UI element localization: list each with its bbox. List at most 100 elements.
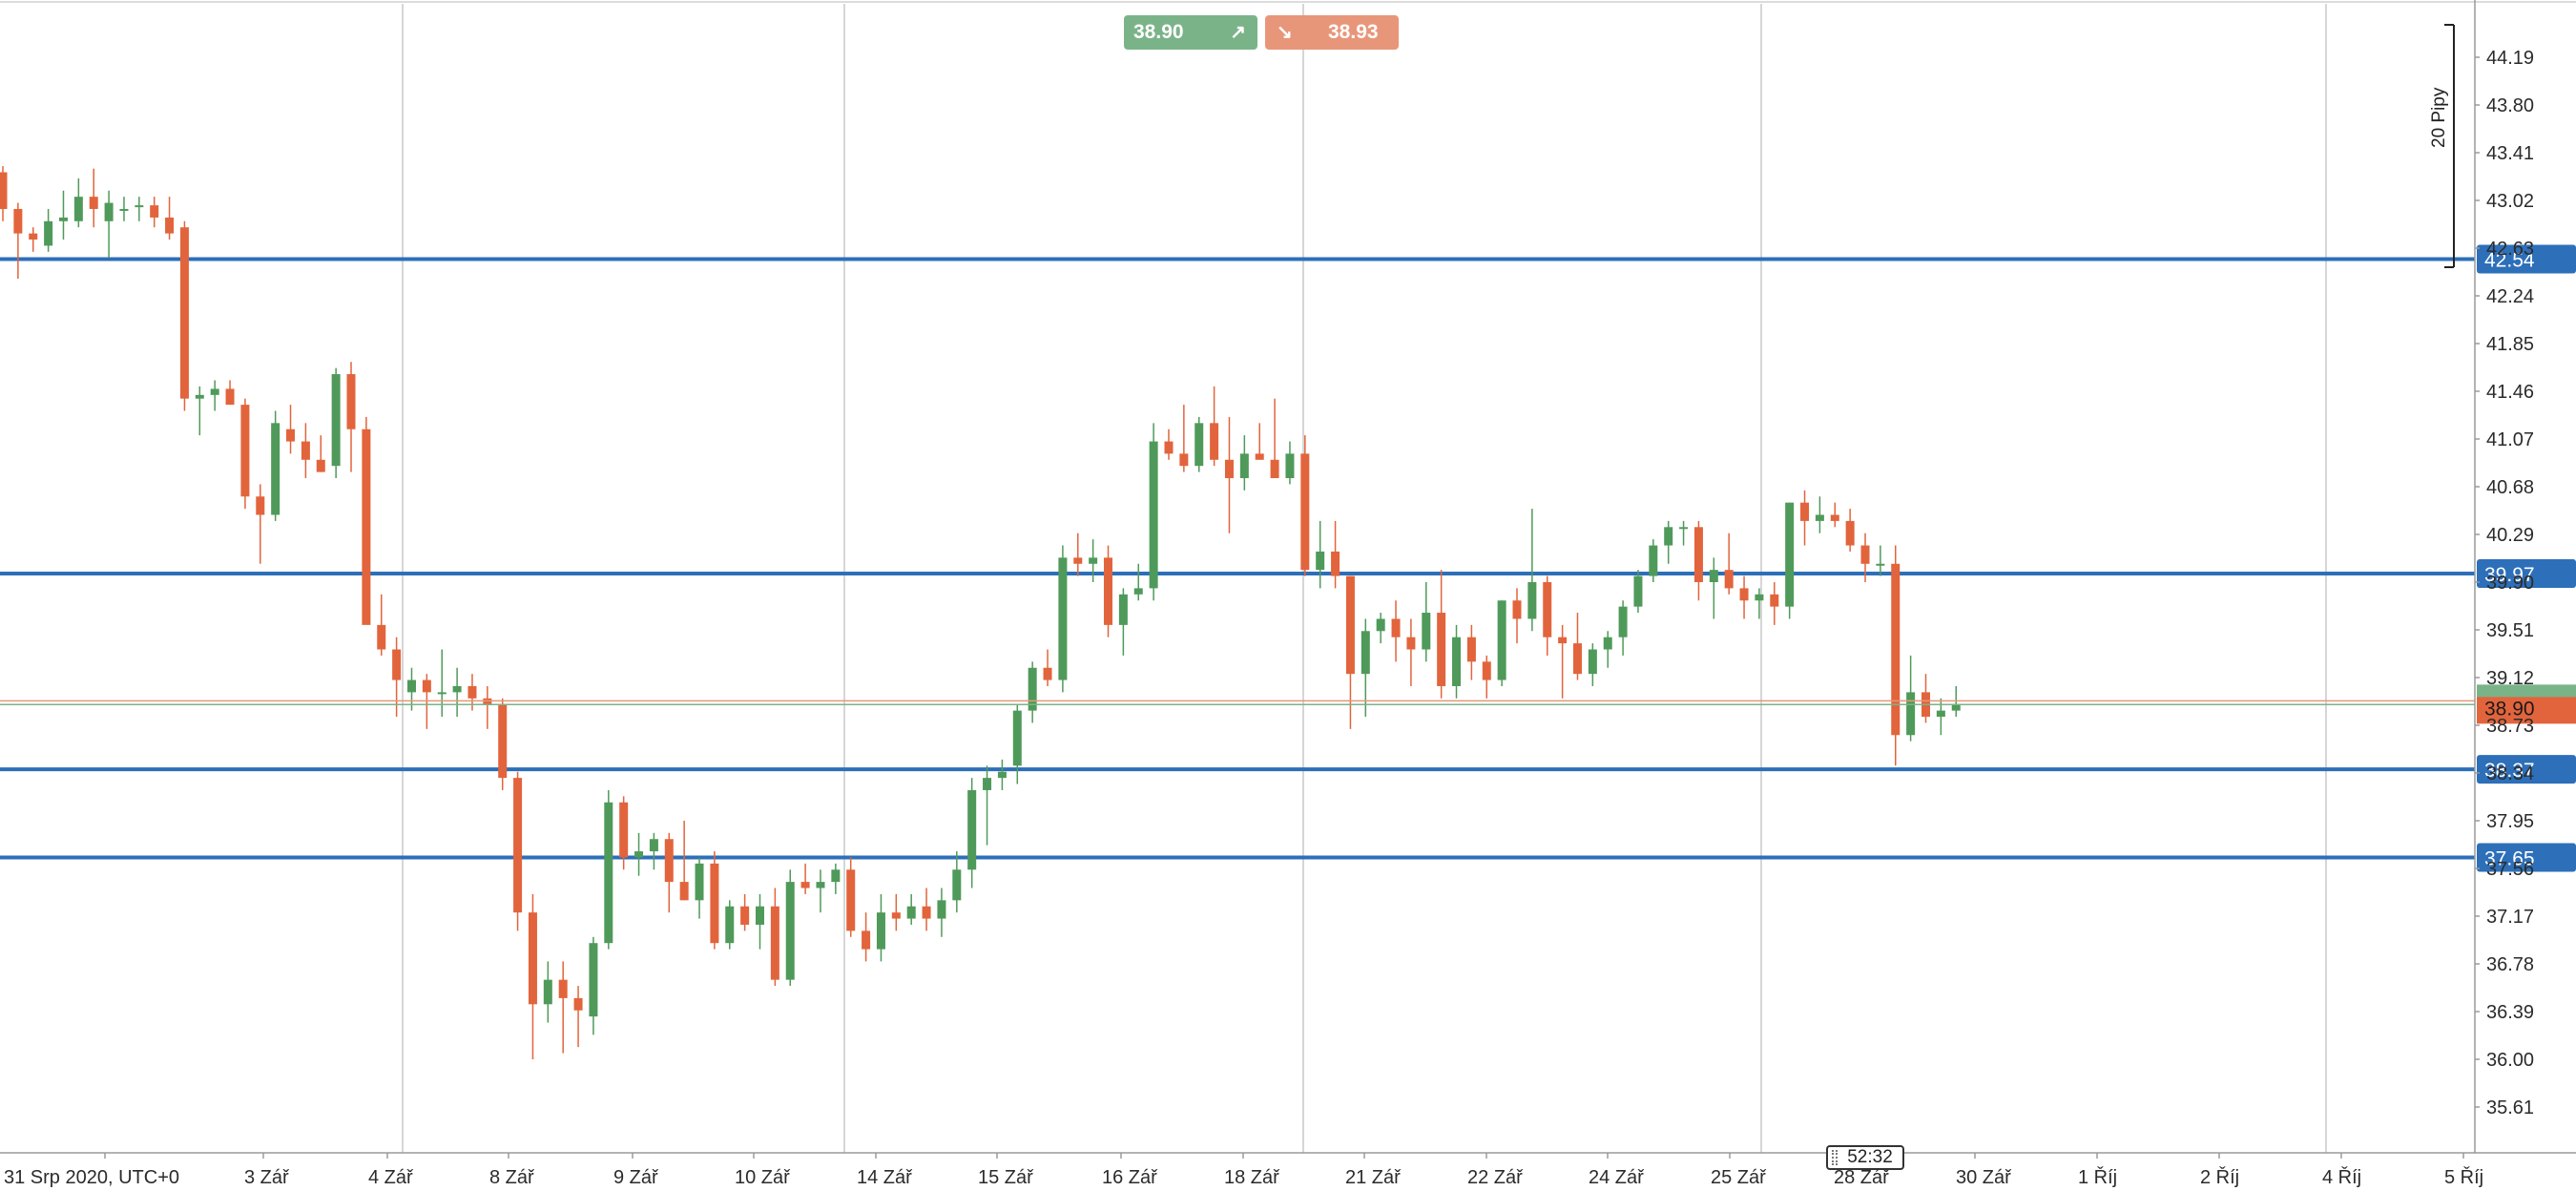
- candle-body: [1679, 527, 1689, 530]
- candle: [362, 416, 371, 625]
- candle-body: [437, 692, 447, 695]
- price-tick-label: 40.29: [2486, 525, 2534, 546]
- candle-body: [29, 233, 38, 240]
- candle: [1724, 533, 1734, 595]
- time-tick-label: 14 Zář: [857, 1167, 913, 1188]
- candle-body: [1058, 557, 1068, 680]
- ask-quote-button[interactable]: ↘ 38.93: [1265, 15, 1399, 50]
- candle-body: [997, 771, 1007, 779]
- candle: [29, 227, 38, 252]
- candle-body: [1255, 453, 1264, 460]
- candle-body: [740, 906, 750, 925]
- candle-body: [634, 851, 644, 858]
- candle: [316, 435, 325, 472]
- time-axis[interactable]: 31 Srp 2020, UTC+0 3 Zář 4 Zář 8 Zář 9 Zář 10…: [0, 1152, 2576, 1188]
- candle-body: [286, 428, 296, 442]
- candle-body: [528, 912, 537, 1005]
- candle: [1679, 520, 1689, 546]
- candle-body: [1239, 453, 1249, 479]
- candle-body: [58, 217, 68, 221]
- candle: [1164, 428, 1174, 460]
- price-tick-label: 36.39: [2486, 1002, 2534, 1023]
- candle: [725, 900, 735, 950]
- candle-body: [1224, 459, 1234, 479]
- candle-body: [558, 979, 568, 998]
- candle: [756, 893, 764, 950]
- candle: [13, 202, 23, 280]
- time-tick-label: 8 Zář: [489, 1167, 535, 1188]
- candle: [1316, 520, 1325, 589]
- candle: [1755, 588, 1764, 619]
- candle-body: [1406, 637, 1416, 650]
- candle-body: [316, 459, 325, 472]
- candle-body: [1633, 575, 1643, 607]
- candle: [1770, 582, 1779, 625]
- candle: [1709, 557, 1718, 619]
- candle-body: [756, 906, 764, 925]
- candle: [286, 405, 296, 454]
- time-tick-label: 5 Říj: [2444, 1166, 2483, 1188]
- level-lines: 42.54 39.97 38.37 37.65: [0, 244, 2576, 872]
- candle-body: [862, 930, 871, 950]
- price-axis[interactable]: 44.19 43.80 43.41 43.02 42.63 42.24 41.85 41.46…: [2474, 0, 2534, 1153]
- candle: [437, 649, 447, 718]
- candle-body: [952, 869, 962, 901]
- candle: [846, 857, 856, 937]
- bid-marker-top: [2477, 684, 2576, 700]
- candle: [240, 398, 250, 510]
- candle-body: [1391, 618, 1401, 637]
- candle: [452, 667, 462, 718]
- candle-countdown-timer[interactable]: 52:32: [1826, 1145, 1904, 1170]
- candle: [150, 197, 159, 228]
- current-price-label: 38.90: [2484, 698, 2535, 720]
- candle-body: [119, 208, 129, 211]
- candle-body: [1693, 527, 1703, 582]
- price-tick-label: 42.63: [2486, 239, 2534, 260]
- candle-body: [1195, 423, 1204, 467]
- candle: [301, 423, 310, 479]
- candle: [589, 936, 598, 1035]
- candle: [104, 190, 114, 259]
- candle-body: [0, 172, 8, 209]
- time-tick-label: 25 Zář: [1711, 1167, 1767, 1188]
- candle-body: [816, 882, 825, 888]
- candle: [1118, 588, 1128, 656]
- bid-quote-button[interactable]: 38.90 ↗: [1124, 15, 1257, 50]
- candle: [406, 667, 416, 711]
- candle-body: [179, 227, 189, 399]
- time-tick-label: 9 Zář: [613, 1167, 659, 1188]
- candle-body: [301, 441, 310, 460]
- candle-body: [1815, 514, 1824, 521]
- candle: [1104, 545, 1113, 637]
- candle-body: [392, 649, 402, 680]
- candle: [952, 851, 962, 913]
- candle: [1058, 545, 1068, 693]
- candle: [1179, 405, 1189, 472]
- time-tick-label: 22 Zář: [1467, 1167, 1524, 1188]
- candle: [1891, 545, 1901, 766]
- candle-body: [1012, 710, 1022, 766]
- candles: [0, 166, 1961, 1059]
- candle: [44, 208, 53, 252]
- time-tick-label: 18 Zář: [1224, 1167, 1280, 1188]
- candle: [271, 410, 280, 521]
- candle: [89, 168, 98, 228]
- time-tick-label: 4 Říj: [2322, 1166, 2361, 1188]
- candle: [0, 166, 8, 221]
- candle-body: [937, 900, 946, 919]
- candle: [1028, 661, 1037, 723]
- candle-body: [1089, 557, 1098, 564]
- time-tick-label: 31 Srp 2020, UTC+0: [4, 1167, 179, 1188]
- level-price-label: 38.37: [2484, 760, 2535, 782]
- candle: [1482, 655, 1491, 699]
- candle-body: [422, 679, 431, 693]
- candle-body: [1785, 502, 1795, 607]
- candle-body: [1664, 527, 1673, 546]
- price-tick-label: 41.07: [2486, 429, 2534, 450]
- candle-body: [362, 428, 371, 625]
- candle: [1664, 520, 1673, 564]
- candle-body: [1073, 557, 1083, 564]
- candle-body: [679, 882, 689, 901]
- drag-grip-icon[interactable]: [1832, 1150, 1838, 1165]
